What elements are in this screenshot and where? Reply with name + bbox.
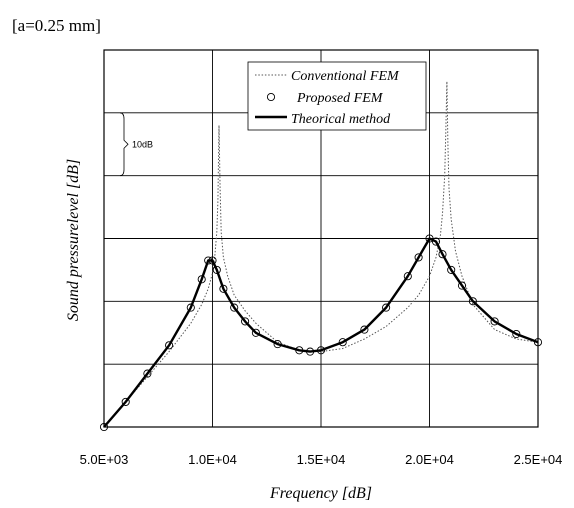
figure-caption: [a=0.25 mm] (12, 16, 101, 35)
x-tick-label-2: 1.5E+04 (297, 452, 346, 467)
series-point-proposed-fem-28 (490, 317, 499, 326)
scale-annotation: 10dB (119, 112, 153, 177)
legend-box (247, 61, 427, 131)
series-point-proposed-fem-21 (414, 253, 423, 262)
series-layer (99, 81, 543, 432)
series-point-proposed-fem-25 (447, 265, 456, 274)
series-point-proposed-fem-12 (251, 328, 260, 337)
series-line-theorical-method (103, 237, 539, 428)
legend: Conventional FEM Proposed FEM Theorical … (247, 61, 427, 131)
scale-label: 10dB (132, 139, 153, 149)
x-tick-label-4: 2.5E+04 (514, 452, 563, 467)
series-point-proposed-fem-27 (468, 297, 477, 306)
legend-swatch-proposed (266, 92, 276, 102)
series-point-proposed-fem-13 (273, 340, 282, 349)
series-point-proposed-fem-17 (338, 338, 347, 347)
legend-label-proposed: Proposed FEM (296, 91, 384, 106)
series-point-proposed-fem-20 (403, 272, 412, 281)
series-point-proposed-fem-30 (533, 338, 543, 347)
series-point-proposed-fem-29 (512, 329, 521, 339)
x-tick-labels: 5.0E+03 1.0E+04 1.5E+04 2.0E+04 2.5E+04 (80, 452, 563, 467)
series-point-proposed-fem-6 (204, 256, 213, 265)
x-tick-label-0: 5.0E+03 (80, 452, 129, 467)
x-tick-label-1: 1.0E+04 (188, 452, 237, 467)
y-axis-label: Sound pressurelevel [dB] (65, 159, 82, 321)
series-point-proposed-fem-15 (306, 347, 315, 356)
series-point-proposed-fem-8 (212, 265, 221, 274)
scale-bracket (119, 112, 129, 177)
series-point-proposed-fem-7 (208, 256, 217, 265)
series-point-proposed-fem-16 (316, 346, 326, 355)
series-point-proposed-fem-22 (425, 234, 434, 243)
series-point-proposed-fem-3 (165, 341, 174, 350)
x-axis-label: Frequency [dB] (269, 485, 372, 502)
series-point-proposed-fem-23 (431, 237, 441, 246)
series-point-proposed-fem-10 (230, 303, 239, 312)
series-point-proposed-fem-14 (295, 346, 304, 355)
series-point-proposed-fem-5 (197, 275, 206, 284)
series-point-proposed-fem-24 (438, 250, 447, 259)
legend-label-conventional: Conventional FEM (291, 69, 400, 84)
series-point-proposed-fem-1 (121, 397, 130, 406)
series-point-proposed-fem-11 (241, 317, 250, 326)
series-point-proposed-fem-0 (99, 422, 109, 432)
series-point-proposed-fem-18 (360, 325, 369, 334)
x-tick-label-3: 2.0E+04 (405, 452, 454, 467)
legend-label-theorical: Theorical method (291, 112, 391, 127)
series-point-proposed-fem-9 (219, 284, 228, 293)
series-point-proposed-fem-19 (382, 303, 391, 312)
series-point-proposed-fem-2 (143, 369, 152, 378)
series-point-proposed-fem-4 (186, 303, 195, 312)
series-line-conventional-fem (103, 81, 539, 428)
series-point-proposed-fem-26 (457, 281, 467, 290)
